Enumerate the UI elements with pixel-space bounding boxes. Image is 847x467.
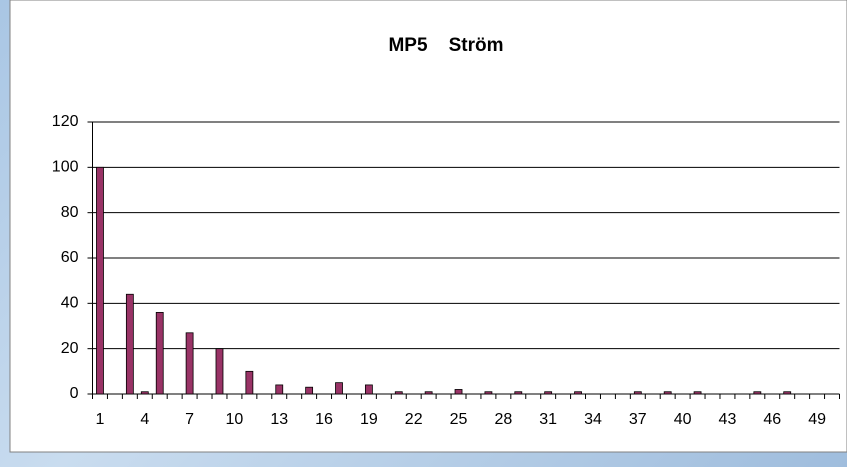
bar xyxy=(364,384,373,395)
y-tick-label: 100 xyxy=(52,159,79,176)
y-tick-label: 80 xyxy=(61,204,79,221)
x-tick-label: 25 xyxy=(450,411,468,428)
x-tick-label: 31 xyxy=(539,411,557,428)
x-tick-label: 49 xyxy=(808,411,826,428)
x-tick-label: 37 xyxy=(629,411,647,428)
bar xyxy=(335,382,343,395)
bar xyxy=(155,311,164,395)
y-tick-label: 60 xyxy=(61,249,79,266)
chart-title: MP5 Ström xyxy=(388,35,503,56)
bar xyxy=(185,332,194,395)
x-tick-label: 13 xyxy=(270,411,288,428)
bar xyxy=(454,389,463,395)
bar xyxy=(96,166,104,395)
x-tick-label: 19 xyxy=(360,411,378,428)
x-tick-label: 46 xyxy=(763,411,781,428)
y-tick-label: 120 xyxy=(52,113,79,130)
x-tick-label: 4 xyxy=(140,411,149,428)
x-tick-label: 10 xyxy=(226,411,244,428)
x-tick-label: 43 xyxy=(719,411,737,428)
y-tick-label: 0 xyxy=(70,385,79,402)
bar xyxy=(275,384,284,395)
x-tick-label: 1 xyxy=(96,411,105,428)
bar xyxy=(783,391,792,395)
bar xyxy=(484,391,493,395)
bar xyxy=(753,391,762,395)
bar xyxy=(574,391,582,395)
bar xyxy=(544,391,553,395)
bar xyxy=(663,391,672,395)
bar xyxy=(305,386,314,395)
y-tick-label: 40 xyxy=(61,295,79,312)
bar xyxy=(394,391,403,395)
y-tick-label: 20 xyxy=(61,340,79,357)
chart-area xyxy=(9,0,847,453)
bar xyxy=(514,391,523,395)
x-tick-label: 22 xyxy=(405,411,423,428)
bar xyxy=(125,293,134,395)
bar xyxy=(424,391,433,395)
bar xyxy=(633,391,642,395)
bar xyxy=(693,391,702,395)
x-tick-label: 34 xyxy=(584,411,602,428)
x-tick-label: 16 xyxy=(315,411,333,428)
x-tick-label: 40 xyxy=(674,411,692,428)
x-tick-label: 28 xyxy=(494,411,512,428)
bar xyxy=(215,348,224,395)
x-tick-label: 7 xyxy=(185,411,194,428)
bar xyxy=(245,370,254,395)
bar xyxy=(140,391,149,395)
